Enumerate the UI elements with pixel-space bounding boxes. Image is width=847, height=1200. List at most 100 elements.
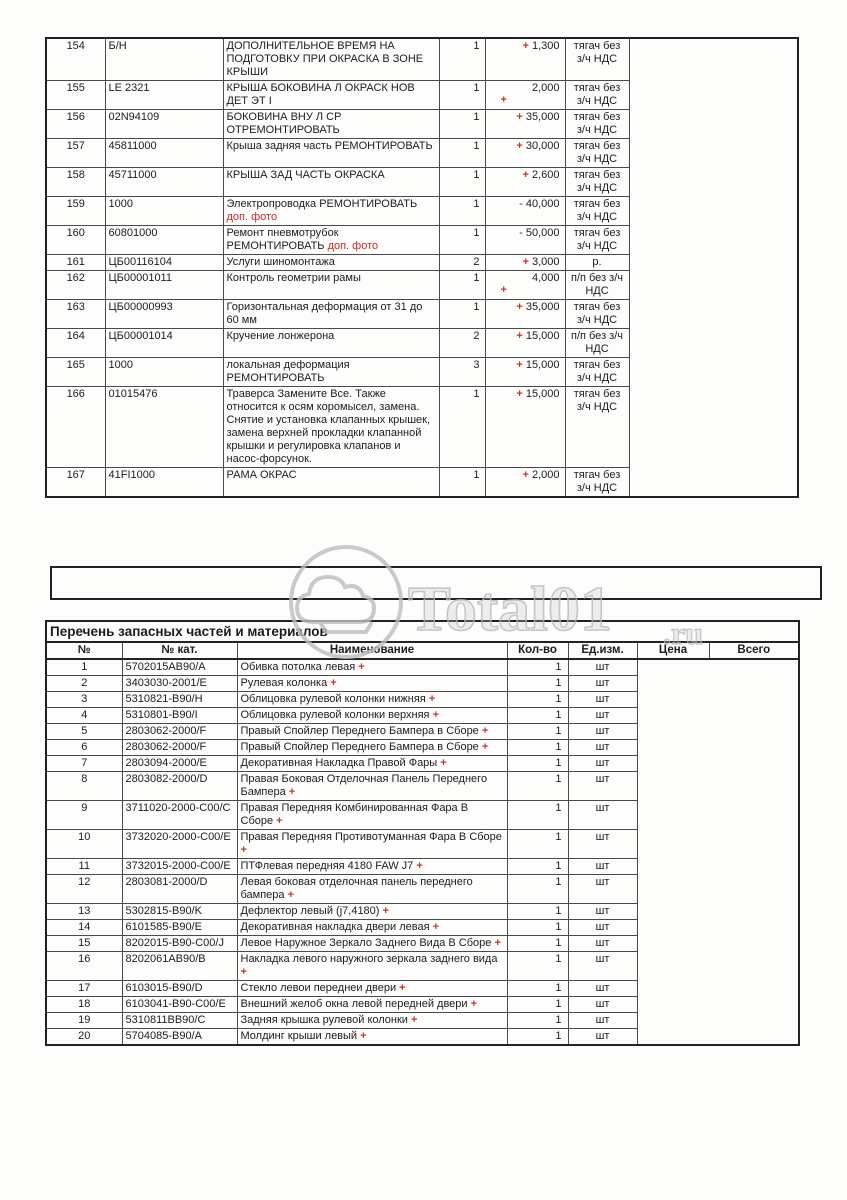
- catalog-number: 5310811BB90/C: [121, 1012, 238, 1029]
- red-plus-mark: +: [428, 693, 436, 705]
- col-header-total: Всего: [708, 641, 800, 660]
- red-plus-mark: +: [481, 741, 489, 753]
- unit-of-measure: шт: [567, 739, 638, 756]
- price-sign: +: [516, 330, 523, 342]
- catalog-number: 2803062-2000/F: [121, 723, 238, 740]
- unit-condition: тягач без з/ч НДС: [564, 386, 630, 468]
- part-name: Обивка потолка левая +: [236, 658, 508, 676]
- works-table-row: 159 1000 Электропроводка РЕМОНТИРОВАТЬ доп…: [45, 196, 798, 226]
- repair-works-section: 154 Б/Н ДОПОЛНИТЕЛЬНОЕ ВРЕМЯ НА ПОДГОТОВКУ…: [45, 37, 805, 498]
- red-plus-mark: +: [432, 921, 440, 933]
- quantity: 1: [438, 270, 486, 300]
- quantity: 1: [506, 935, 569, 952]
- price-sign: +: [522, 169, 529, 181]
- price-sign: -: [519, 198, 523, 210]
- row-number: 154: [45, 37, 106, 81]
- parts-table-row: 13 5302815-B90/K Дефлектор левый (j7,4180)…: [45, 903, 799, 920]
- red-plus-mark: +: [358, 661, 365, 673]
- catalog-number: 45711000: [104, 167, 224, 197]
- quantity: 1: [506, 996, 569, 1013]
- unit-of-measure: шт: [567, 691, 638, 708]
- parts-table-row: 4 5310801-B90/I Облицовка рулевой колонки …: [45, 707, 799, 724]
- row-number: 156: [45, 109, 106, 139]
- unit-condition: тягач без з/ч НДС: [564, 357, 630, 387]
- works-table-row: 166 01015476 Траверса Замените Все. Также …: [45, 386, 798, 468]
- row-number: 160: [45, 225, 106, 255]
- unit-of-measure: шт: [567, 675, 638, 692]
- red-plus-mark: +: [494, 937, 501, 949]
- parts-table-header-row: № № кат. Наименование Кол-во Ед.изм. Цен…: [45, 641, 800, 660]
- quantity: 1: [438, 299, 486, 329]
- unit-of-measure: шт: [567, 829, 638, 859]
- quantity: 1: [438, 386, 486, 468]
- price-sign: +: [516, 140, 523, 152]
- quantity: 1: [506, 658, 569, 676]
- quantity: 1: [506, 919, 569, 936]
- row-number: 165: [45, 357, 106, 387]
- row-number: 17: [45, 980, 123, 997]
- unit-of-measure: шт: [567, 658, 638, 676]
- works-table-row: 158 45711000 КРЫША ЗАД ЧАСТЬ ОКРАСКА 1 + 2,6…: [45, 167, 798, 197]
- price-value: + 15,000: [484, 386, 566, 468]
- works-table-row: 156 02N94109 БОКОВИНА ВНУ Л СР ОТРЕМОНТИРО…: [45, 109, 798, 139]
- quantity: 2: [438, 328, 486, 358]
- catalog-number: 5302815-B90/K: [121, 903, 238, 920]
- work-name: Электропроводка РЕМОНТИРОВАТЬ доп. фото: [222, 196, 440, 226]
- price-sign: -: [519, 227, 523, 239]
- price-value: + 15,000: [484, 357, 566, 387]
- price-sign: +: [500, 94, 507, 106]
- part-name: Правый Спойлер Переднего Бампера в Сборе…: [236, 739, 508, 756]
- quantity: 1: [438, 138, 486, 168]
- quantity: 1: [438, 196, 486, 226]
- catalog-number: 5702015AB90/A: [121, 658, 238, 676]
- catalog-number: 5704085-B90/A: [121, 1028, 238, 1046]
- price-sign: +: [522, 256, 529, 268]
- part-name: Рулевая колонка +: [236, 675, 508, 692]
- catalog-number: ЦБ00001011: [104, 270, 224, 300]
- red-plus-mark: +: [411, 1014, 418, 1026]
- quantity: 1: [506, 707, 569, 724]
- red-plus-mark: +: [399, 982, 406, 994]
- quantity: 2: [438, 254, 486, 271]
- price-sign: +: [516, 111, 523, 123]
- price-sign: +: [500, 284, 507, 296]
- unit-condition: п/п без з/ч НДС: [564, 270, 630, 300]
- part-name: Внешний желоб окна левой передней двери …: [236, 996, 508, 1013]
- unit-of-measure: шт: [567, 980, 638, 997]
- part-name: Декоративная Накладка Правой Фары +: [236, 755, 508, 772]
- work-name: Горизонтальная деформация от 31 до 60 мм: [222, 299, 440, 329]
- row-number: 9: [45, 800, 123, 830]
- row-number: 19: [45, 1012, 123, 1029]
- work-name: Ремонт пневмотрубок РЕМОНТИРОВАТЬ доп. ф…: [222, 225, 440, 255]
- parts-table-title-row: Перечень запасных частей и материалов: [45, 620, 800, 643]
- quantity: 1: [506, 903, 569, 920]
- part-name: Правая Боковая Отделочная Панель Передне…: [236, 771, 508, 801]
- unit-condition: тягач без з/ч НДС: [564, 80, 630, 110]
- unit-of-measure: шт: [567, 903, 638, 920]
- part-name: Накладка левого наружного зеркала заднег…: [236, 951, 508, 981]
- catalog-number: 2803062-2000/F: [121, 739, 238, 756]
- red-plus-mark: +: [360, 1030, 367, 1042]
- quantity: 1: [438, 37, 486, 81]
- unit-condition: тягач без з/ч НДС: [564, 109, 630, 139]
- unit-condition: тягач без з/ч НДС: [564, 167, 630, 197]
- works-table-row: 167 41FI1000 РАМА ОКРАС 1 + 2,000 тягач без з…: [45, 467, 798, 498]
- quantity: 1: [506, 691, 569, 708]
- unit-of-measure: шт: [567, 755, 638, 772]
- part-name: Правая Передняя Комбинированная Фара В С…: [236, 800, 508, 830]
- quantity: 1: [506, 951, 569, 981]
- part-name: Дефлектор левый (j7,4180) +: [236, 903, 508, 920]
- parts-table-row: 3 5310821-B90/H Облицовка рулевой колонки …: [45, 691, 799, 708]
- unit-condition: тягач без з/ч НДС: [564, 138, 630, 168]
- parts-table-row: 14 6101585-B90/E Декоративная накладка две…: [45, 919, 799, 936]
- red-plus-mark: +: [432, 709, 439, 721]
- quantity: 1: [506, 675, 569, 692]
- price-value: + 35,000: [484, 109, 566, 139]
- works-table-row: 155 LE 2321 КРЫША БОКОВИНА Л ОКРАСК НОВ ДЕ…: [45, 80, 798, 110]
- red-photo-note: доп. фото: [226, 211, 278, 223]
- unit-of-measure: шт: [567, 1012, 638, 1029]
- catalog-number: ЦБ00116104: [104, 254, 224, 271]
- work-name: РАМА ОКРАС: [222, 467, 440, 498]
- row-number: 159: [45, 196, 106, 226]
- part-name: ПТФлевая передняя 4180 FAW J7 +: [236, 858, 508, 875]
